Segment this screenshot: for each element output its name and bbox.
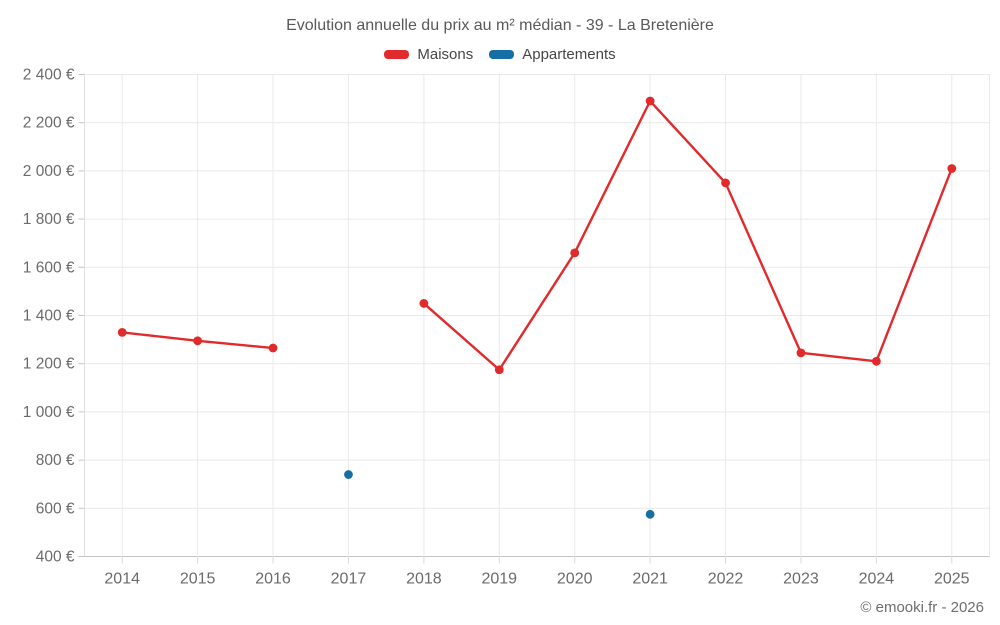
data-point-maisons-2025[interactable] [947,164,957,173]
y-tick-label: 1 200 € [23,356,75,373]
y-tick-label: 1 000 € [23,404,75,421]
series-line-maisons [422,99,953,371]
x-tick-label: 2018 [406,571,442,588]
legend-swatch-maisons [384,50,410,59]
x-tick-label: 2019 [481,571,517,588]
data-point-appartements-2021[interactable] [645,509,655,519]
y-tick-label: 2 000 € [23,163,75,180]
legend-label-maisons: Maisons [417,46,474,63]
y-tick-label: 2 200 € [23,115,75,132]
x-tick-label: 2021 [632,571,668,588]
x-tick-label: 2022 [708,571,744,588]
data-point-maisons-2015[interactable] [193,336,203,346]
legend-label-appartements: Appartements [522,46,616,63]
data-point-maisons-2018[interactable] [419,299,429,308]
y-tick-label: 2 400 € [23,67,75,84]
data-point-maisons-2014[interactable] [117,327,127,337]
data-point-maisons-2024[interactable] [871,356,881,366]
y-tick-label: 1 800 € [23,211,75,228]
y-tick-label: 600 € [36,500,75,517]
x-tick-label: 2016 [255,571,291,588]
legend-swatch-appartements [489,50,515,59]
y-tick-label: 400 € [36,549,75,566]
x-tick-label: 2025 [934,571,970,588]
data-point-maisons-2022[interactable] [721,178,730,188]
legend-item-maisons[interactable]: Maisons [384,46,473,63]
legend-item-appartements[interactable]: Appartements [489,46,616,63]
x-tick-label: 2020 [557,571,593,588]
y-tick-label: 1 600 € [23,259,75,276]
x-tick-label: 2017 [331,571,367,588]
data-point-maisons-2020[interactable] [570,248,580,258]
x-tick-label: 2014 [104,571,140,588]
data-point-maisons-2023[interactable] [796,348,806,358]
legend: Maisons Appartements [0,46,1000,63]
data-point-maisons-2016[interactable] [268,343,278,353]
x-tick-label: 2023 [783,571,819,588]
data-point-maisons-2019[interactable] [494,365,504,375]
data-point-maisons-2021[interactable] [645,96,655,106]
y-tick-label: 800 € [36,452,75,469]
x-tick-label: 2015 [180,571,216,588]
footer-credit: © emooki.fr - 2026 [860,599,984,616]
data-point-appartements-2017[interactable] [344,470,353,479]
x-tick-label: 2024 [859,571,895,588]
y-tick-label: 1 400 € [23,308,75,325]
chart-title: Evolution annuelle du prix au m² médian … [286,17,714,34]
